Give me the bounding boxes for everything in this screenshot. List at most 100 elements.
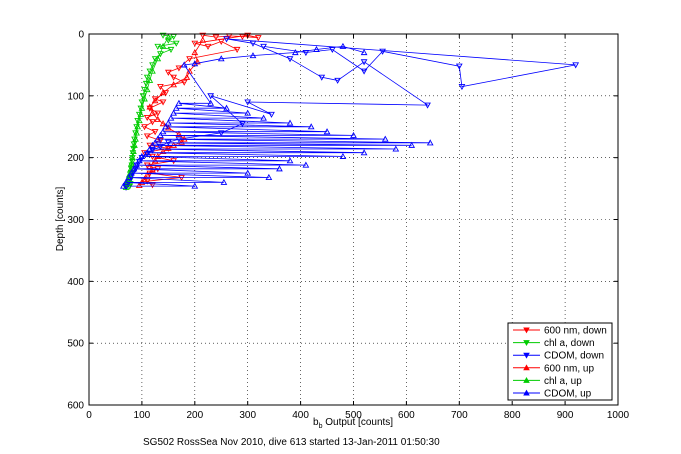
- x-axis-label-rest: Output [counts]: [322, 417, 393, 428]
- x-axis-label: bb Output [counts]: [313, 417, 393, 430]
- y-tick-label: 400: [67, 277, 84, 288]
- data-point: [133, 129, 140, 136]
- data-point: [151, 139, 159, 146]
- data-point: [199, 36, 207, 43]
- y-tick-label: 500: [67, 339, 84, 350]
- data-point: [143, 74, 151, 81]
- data-point: [143, 114, 151, 122]
- data-point: [167, 114, 175, 121]
- figure-caption: SG502 RossSea Nov 2010, dive 613 started…: [143, 437, 440, 448]
- data-point: [455, 63, 463, 70]
- data-point: [265, 173, 273, 180]
- data-point: [154, 115, 162, 122]
- data-point: [180, 61, 188, 68]
- data-point: [129, 154, 136, 161]
- data-point: [217, 38, 225, 45]
- y-tick-label: 200: [67, 153, 84, 164]
- data-point: [360, 49, 368, 56]
- data-point: [154, 55, 162, 62]
- data-point: [164, 37, 172, 44]
- y-tick-labels: 0 100 200 300 400 500 600: [67, 30, 84, 412]
- data-point: [131, 141, 138, 148]
- data-point: [212, 34, 220, 41]
- data-point: [191, 60, 199, 67]
- data-point: [138, 104, 146, 111]
- data-point: [254, 35, 262, 42]
- data-point: [143, 86, 151, 93]
- data-point: [146, 76, 154, 83]
- data-point: [408, 141, 416, 148]
- x-tick-label: 200: [186, 410, 203, 421]
- data-point: [334, 77, 341, 84]
- data-point: [170, 74, 178, 81]
- legend-label: CDOM, up: [544, 389, 592, 400]
- data-point: [360, 149, 368, 156]
- series-5: [120, 42, 434, 189]
- data-point: [149, 62, 156, 69]
- data-point: [424, 102, 431, 109]
- data-point: [186, 56, 193, 63]
- data-point: [204, 43, 212, 50]
- data-point: [339, 152, 347, 159]
- data-point: [167, 46, 175, 53]
- y-axis-label: Depth [counts]: [55, 187, 66, 252]
- data-point: [392, 145, 400, 152]
- data-point: [426, 139, 434, 146]
- legend-marker: [523, 364, 530, 371]
- data-point: [164, 124, 172, 131]
- data-point: [157, 137, 164, 144]
- data-point: [154, 135, 162, 142]
- x-tick-label: 800: [504, 410, 521, 421]
- legend-label: chl a, up: [544, 376, 582, 387]
- x-axis-label-subscript: b: [319, 423, 323, 430]
- x-tick-label: 100: [134, 410, 151, 421]
- series-line: [123, 45, 431, 187]
- data-point: [244, 169, 252, 176]
- data-point: [307, 123, 315, 130]
- data-layer: [120, 32, 580, 191]
- x-tick-labels: 0 100 200 300 400 500 600 700 800 900 1000: [86, 410, 629, 421]
- data-point: [164, 69, 172, 76]
- data-point: [135, 158, 143, 165]
- data-point: [233, 46, 241, 53]
- data-point: [223, 104, 230, 111]
- data-point: [249, 52, 257, 59]
- data-point: [137, 110, 145, 117]
- data-point: [130, 165, 138, 172]
- data-point: [244, 99, 252, 106]
- legend-entry: chl a, down: [513, 338, 595, 349]
- data-point: [146, 145, 154, 152]
- x-tick-label: 300: [239, 410, 256, 421]
- data-point: [122, 178, 130, 185]
- data-point: [159, 147, 167, 155]
- legend-entry: CDOM, down: [513, 351, 604, 362]
- data-point: [302, 50, 310, 57]
- data-point: [199, 32, 207, 39]
- data-point: [458, 84, 466, 91]
- data-point: [138, 152, 146, 159]
- data-point: [172, 40, 180, 47]
- data-point: [159, 89, 167, 96]
- legend-marker: [523, 376, 530, 383]
- data-point: [159, 120, 167, 127]
- data-point: [276, 165, 283, 172]
- data-point: [127, 160, 135, 167]
- data-point: [183, 73, 191, 80]
- data-point: [172, 104, 180, 111]
- data-point: [286, 56, 294, 63]
- data-point: [260, 114, 267, 121]
- data-point: [151, 97, 159, 104]
- data-point: [268, 111, 275, 118]
- data-point: [141, 175, 148, 182]
- data-point: [220, 178, 228, 185]
- data-point: [194, 58, 201, 65]
- data-point: [142, 80, 150, 87]
- legend-marker: [523, 327, 530, 334]
- data-point: [170, 81, 178, 88]
- data-point: [379, 48, 386, 55]
- data-point: [157, 144, 164, 151]
- data-point: [249, 40, 257, 47]
